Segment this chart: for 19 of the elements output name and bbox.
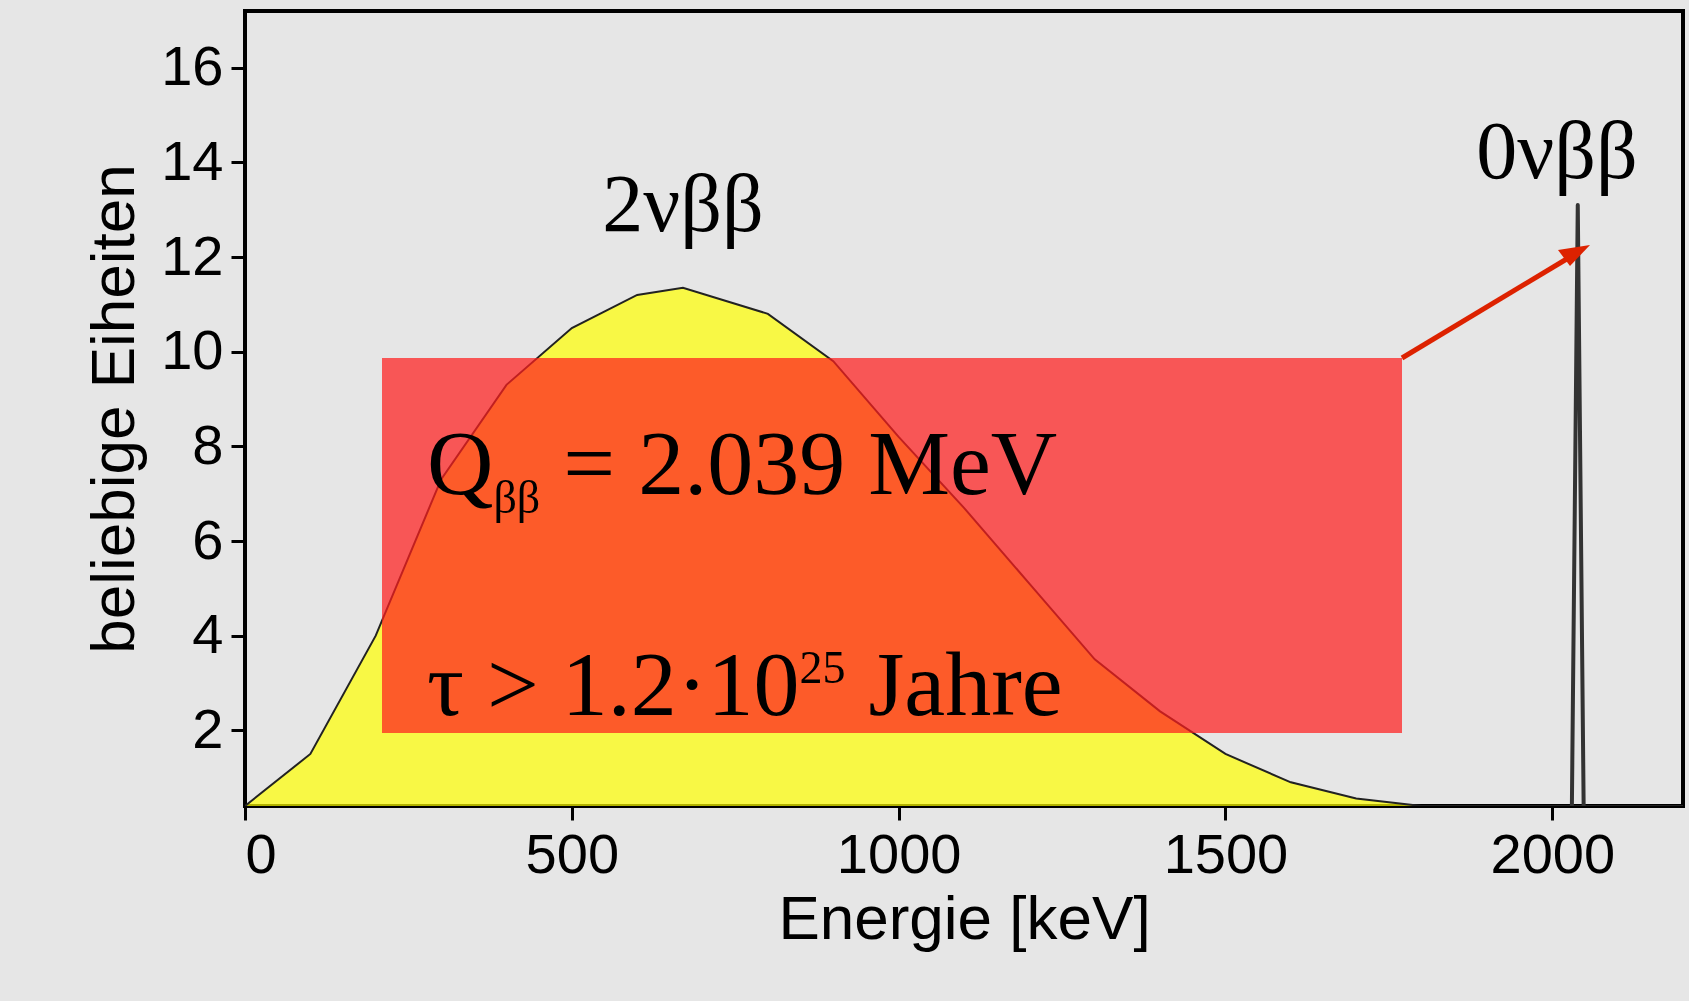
y-tick-label: 8	[192, 412, 224, 476]
note-box: Q$_{ββ}$ = 2.039 MeV τ > 1.2·10$^{25}$ Jahre	[382, 358, 1402, 733]
y-tick-label: 14	[161, 128, 224, 192]
series-label: 0νββ	[1476, 105, 1638, 197]
y-tick-label: 16	[161, 34, 224, 98]
y-tick-label: 4	[192, 602, 224, 666]
series-label: 2νββ	[602, 157, 764, 249]
y-tick-label: 10	[161, 318, 224, 382]
x-tick-label: 2000	[1490, 821, 1616, 885]
y-axis-title: beliebige Eiheiten	[78, 164, 148, 654]
annotation: Q$_{ββ}$ = 2.039 MeV	[427, 411, 1059, 526]
x-tick-label: 500	[525, 821, 620, 885]
x-tick-label: 0	[245, 821, 277, 885]
y-tick-label: 12	[161, 223, 224, 287]
x-axis-title: Energie [keV]	[778, 882, 1151, 952]
y-tick-label: 6	[192, 507, 224, 571]
x-tick-label: 1000	[836, 821, 962, 885]
y-tick-label: 2	[192, 696, 224, 760]
x-tick-label: 1500	[1163, 821, 1289, 885]
